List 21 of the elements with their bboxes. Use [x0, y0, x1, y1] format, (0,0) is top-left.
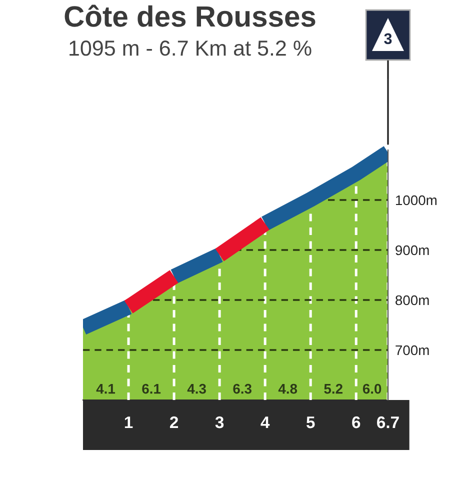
x-tick-label: 6 — [352, 416, 360, 428]
y-tick-label: 1000m — [396, 195, 436, 206]
y-tick-label: 800m — [396, 295, 429, 306]
x-tick-label: 2 — [170, 416, 178, 428]
annotation: 6.0 — [362, 384, 382, 394]
chart-subtitle: 1095 m - 6.7 Km at 5.2 % — [70, 40, 312, 56]
annotation: 4.1 — [96, 384, 116, 394]
x-tick-label: 4 — [260, 416, 270, 428]
annotation: 6.3 — [233, 384, 252, 394]
chart-title: Côte des Rousses — [64, 4, 316, 27]
y-tick-label: 700m — [396, 345, 429, 356]
x-tick-label: 3 — [215, 416, 224, 428]
annotation: 4.3 — [187, 384, 206, 394]
x-tick-label: 6.7 — [377, 416, 399, 428]
annotation: 6.1 — [142, 384, 161, 394]
y-tick-label: 900m — [396, 245, 429, 256]
text: 3 — [384, 33, 392, 44]
x-tick-label: 1 — [124, 416, 133, 428]
annotation: 5.2 — [324, 384, 342, 394]
x-tick-label: 5 — [306, 416, 315, 428]
annotation: 4.8 — [278, 384, 298, 394]
